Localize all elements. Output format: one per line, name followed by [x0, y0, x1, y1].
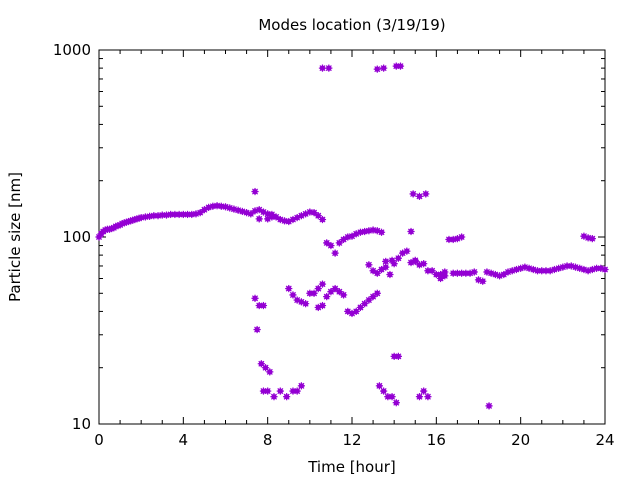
- data-point: [331, 249, 339, 257]
- data-point: [415, 393, 424, 401]
- x-tick-label: 0: [94, 431, 104, 449]
- data-point: [318, 215, 327, 224]
- data-point: [550, 265, 559, 274]
- data-point: [458, 233, 466, 241]
- chart-title: Modes location (3/19/19): [258, 16, 445, 34]
- x-tick-label: 20: [511, 431, 530, 449]
- data-point: [310, 289, 318, 297]
- data-point: [399, 249, 407, 257]
- data-point: [352, 307, 360, 316]
- data-point: [375, 382, 384, 390]
- data-point: [436, 274, 445, 283]
- data-point: [415, 192, 424, 200]
- data-point: [382, 257, 390, 266]
- data-point: [325, 64, 333, 72]
- x-tick-label: 24: [595, 431, 614, 449]
- data-point: [373, 289, 381, 297]
- data-point: [386, 270, 394, 279]
- data-point: [276, 387, 284, 395]
- data-point: [264, 215, 272, 223]
- data-point: [183, 210, 192, 219]
- data-points: [95, 62, 609, 410]
- data-point: [409, 190, 417, 198]
- data-point: [209, 202, 217, 210]
- data-point: [479, 277, 487, 285]
- data-point: [283, 393, 291, 401]
- x-tick-label: 16: [427, 431, 446, 449]
- axis-ticks: 0 4 8 12 16 20 24 10 100 1000: [53, 41, 615, 449]
- data-point: [441, 268, 449, 276]
- data-point: [344, 233, 352, 241]
- data-point: [441, 272, 449, 280]
- data-point: [373, 269, 381, 277]
- x-tick-label: 4: [179, 431, 189, 449]
- data-point: [318, 301, 327, 310]
- data-point: [380, 387, 388, 395]
- data-point: [297, 382, 305, 390]
- data-point: [485, 402, 493, 410]
- data-point: [318, 64, 327, 72]
- x-axis-label: Time [hour]: [307, 458, 396, 476]
- data-point: [546, 267, 554, 275]
- data-point: [266, 368, 274, 376]
- data-point: [380, 64, 388, 72]
- data-point: [318, 280, 327, 288]
- y-tick-label: 100: [62, 228, 91, 246]
- data-point: [392, 399, 400, 407]
- data-point: [251, 187, 259, 196]
- data-point: [255, 215, 263, 223]
- x-tick-label: 8: [263, 431, 273, 449]
- data-point: [327, 241, 335, 250]
- data-point: [369, 293, 377, 301]
- data-point: [339, 291, 348, 299]
- data-point: [356, 228, 365, 236]
- data-point: [588, 235, 596, 243]
- data-point: [407, 227, 415, 236]
- data-point: [196, 209, 204, 217]
- data-point: [396, 62, 405, 70]
- data-point: [470, 268, 478, 276]
- data-point: [331, 284, 339, 293]
- data-point: [420, 387, 428, 395]
- data-point: [285, 284, 293, 293]
- data-point: [259, 301, 268, 310]
- data-point: [247, 210, 255, 218]
- data-point: [251, 294, 259, 302]
- data-point: [323, 293, 331, 301]
- data-point: [411, 257, 419, 266]
- data-point: [293, 387, 301, 395]
- y-tick-label: 10: [72, 415, 91, 433]
- data-point: [264, 387, 272, 395]
- data-point: [289, 291, 297, 299]
- data-point: [314, 212, 322, 220]
- data-point: [335, 288, 343, 296]
- data-point: [314, 284, 322, 293]
- y-tick-label: 1000: [53, 41, 91, 59]
- data-point: [323, 239, 331, 247]
- data-point: [365, 261, 373, 269]
- data-point: [302, 300, 310, 308]
- y-axis-label: Particle size [nm]: [6, 172, 24, 302]
- data-point: [601, 265, 609, 274]
- x-tick-label: 12: [342, 431, 361, 449]
- data-point: [420, 260, 428, 268]
- data-point: [388, 256, 396, 264]
- data-point: [424, 393, 432, 401]
- data-point: [394, 254, 402, 262]
- data-point: [403, 247, 411, 255]
- data-point: [377, 228, 386, 236]
- data-point: [270, 393, 278, 401]
- data-point: [268, 213, 276, 221]
- data-point: [373, 65, 381, 73]
- data-point: [422, 190, 430, 198]
- data-point: [310, 209, 318, 217]
- data-point: [394, 352, 402, 360]
- data-point: [200, 206, 209, 214]
- data-point: [500, 270, 508, 279]
- data-point: [327, 288, 335, 296]
- data-point: [388, 393, 396, 401]
- data-point: [253, 325, 261, 334]
